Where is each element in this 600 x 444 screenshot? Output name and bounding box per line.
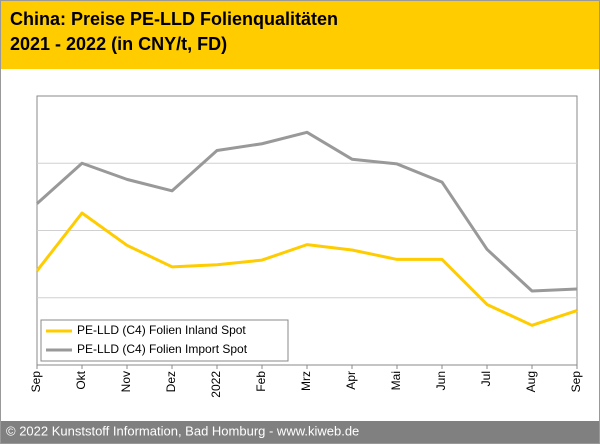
footer-text: © 2022 Kunststoff Information, Bad Hombu…	[6, 423, 359, 438]
x-tick-label: Jun	[434, 371, 448, 390]
chart-title: China: Preise PE-LLD Folienqualitäten	[10, 9, 338, 29]
line-series	[35, 130, 578, 293]
x-tick-label: 2022	[209, 371, 223, 398]
chart-subtitle: 2021 - 2022 (in CNY/t, FD)	[10, 34, 227, 54]
legend	[40, 319, 289, 362]
header	[1, 1, 599, 69]
x-tick-label: Aug	[524, 371, 538, 392]
x-tick-label: Sep	[569, 371, 583, 393]
line-series	[35, 211, 578, 327]
x-tick-label: Dez	[164, 371, 178, 392]
x-tick-label: Sep	[29, 371, 43, 393]
x-tick-label: Okt	[74, 370, 88, 389]
legend-label: PE-LLD (C4) Folien Import Spot	[77, 342, 248, 356]
x-tick-label: Nov	[119, 371, 133, 392]
footer	[1, 421, 599, 443]
legend-label: PE-LLD (C4) Folien Inland Spot	[77, 323, 246, 337]
x-tick-label: Jul	[479, 371, 493, 386]
x-tick-label: Mrz	[299, 371, 313, 391]
x-tick-label: Mai	[389, 371, 403, 390]
x-tick-label: Feb	[254, 371, 268, 392]
x-tick-label: Apr	[344, 371, 358, 390]
